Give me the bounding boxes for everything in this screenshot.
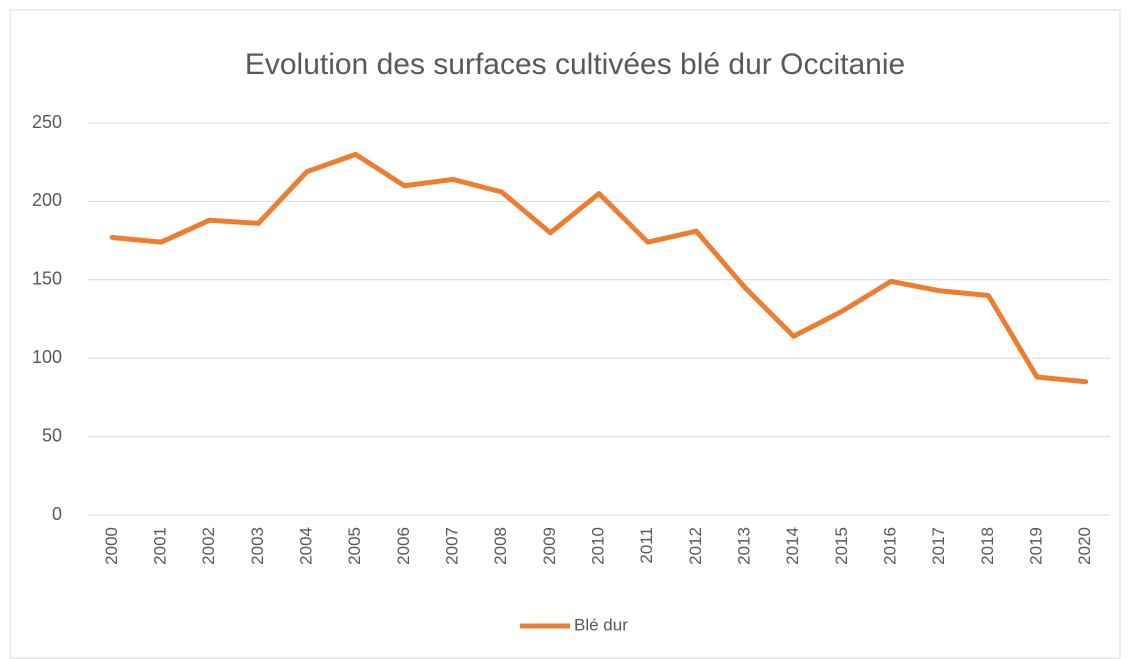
x-tick-label: 2014 [783, 527, 802, 565]
y-tick-label: 200 [32, 190, 62, 210]
x-tick-label: 2000 [102, 527, 121, 565]
y-tick-label: 50 [42, 425, 62, 445]
x-tick-label: 2004 [296, 527, 315, 565]
data-line [109, 151, 1089, 385]
x-tick-label: 2011 [637, 527, 656, 564]
x-tick-label: 2010 [588, 527, 607, 565]
x-tick-label: 2006 [394, 527, 413, 565]
x-tick-label: 2003 [248, 527, 267, 565]
x-tick-label: 2009 [540, 527, 559, 565]
legend-label: Blé dur [574, 615, 628, 634]
y-tick-label: 100 [32, 347, 62, 367]
x-tick-label: 2013 [734, 527, 753, 565]
x-tick-label: 2002 [199, 527, 218, 565]
x-tick-label: 2001 [150, 527, 169, 565]
x-tick-label: 2007 [442, 527, 461, 565]
y-tick-label: 250 [32, 112, 62, 132]
x-tick-label: 2020 [1075, 527, 1094, 565]
x-tick-label: 2015 [832, 527, 851, 565]
x-tick-label: 2008 [491, 527, 510, 565]
x-tick-label: 2012 [686, 527, 705, 565]
x-tick-label: 2018 [978, 527, 997, 565]
x-tick-label: 2016 [880, 527, 899, 565]
x-tick-label: 2005 [345, 527, 364, 565]
chart-border [9, 9, 1121, 659]
y-tick-label: 150 [32, 269, 62, 289]
x-tick-label: 2019 [1026, 527, 1045, 565]
y-tick-label: 0 [52, 504, 62, 524]
x-tick-label: 2017 [929, 527, 948, 565]
chart-title: Evolution des surfaces cultivées blé dur… [245, 48, 905, 81]
